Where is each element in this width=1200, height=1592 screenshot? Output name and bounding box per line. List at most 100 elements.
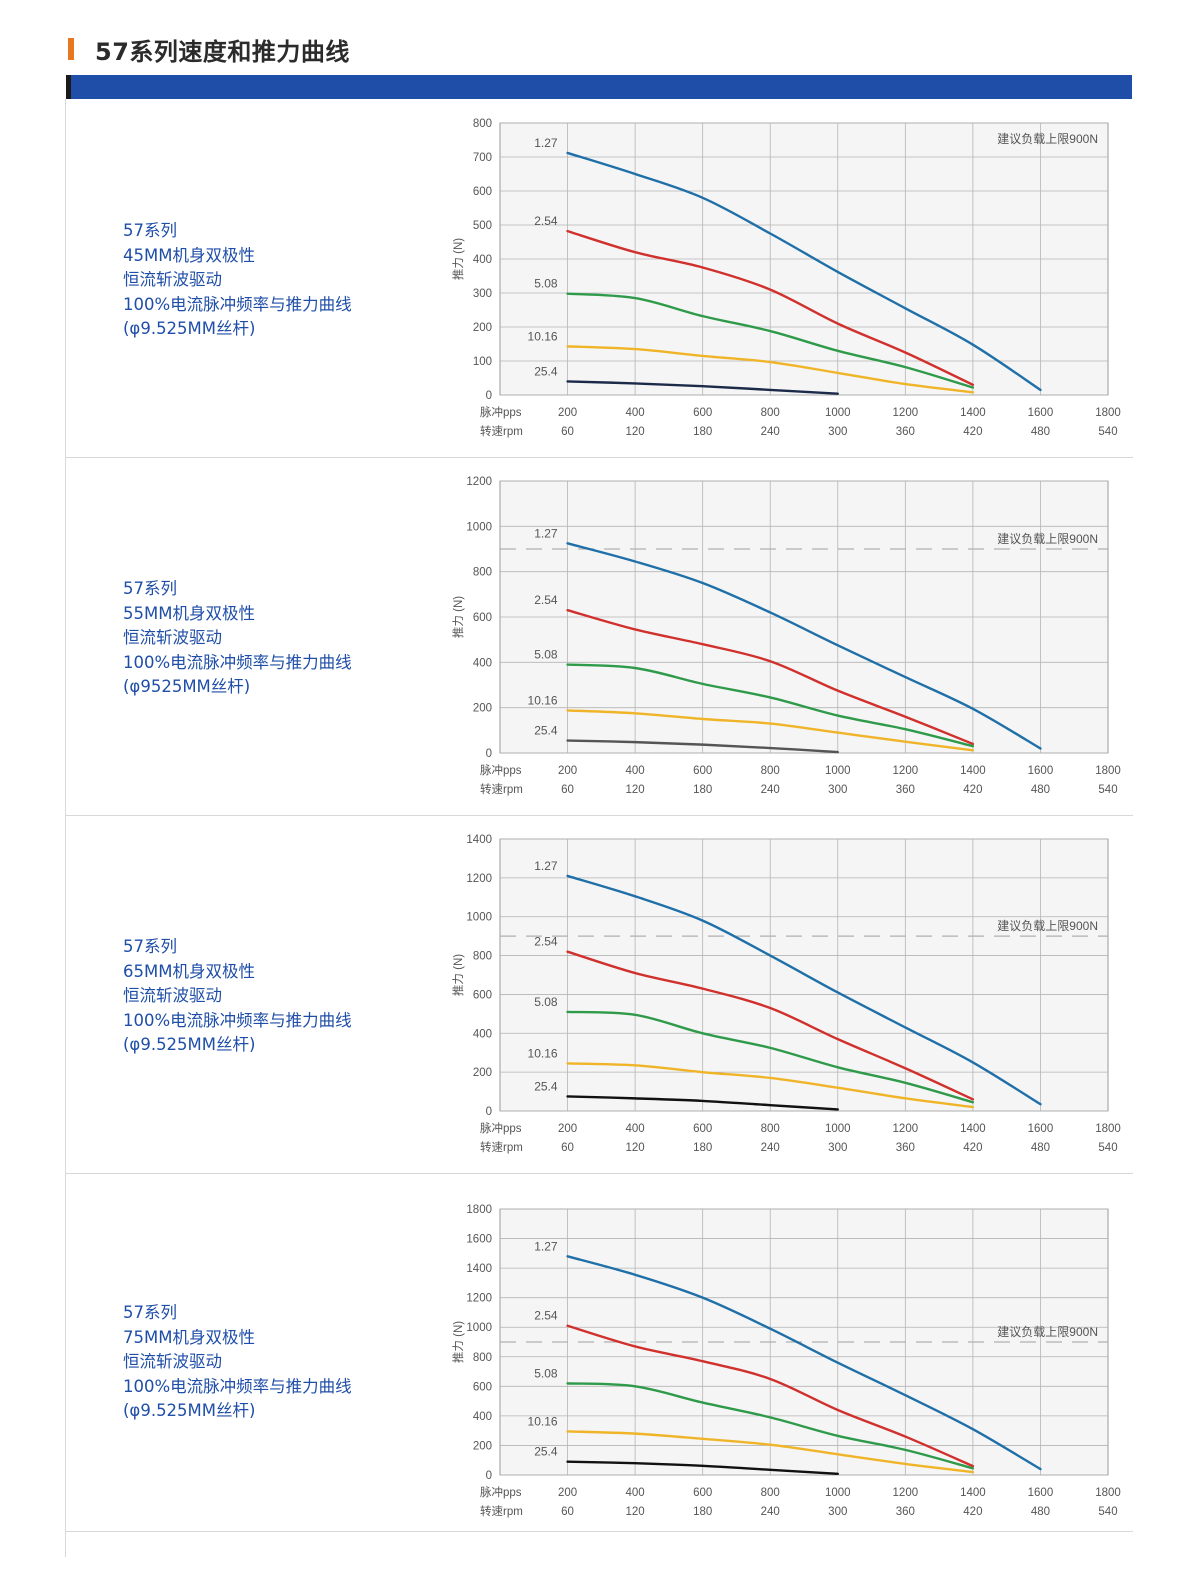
x-tick-label-pps: 1200 xyxy=(893,407,919,419)
x-tick-label-pps: 1400 xyxy=(960,407,986,419)
load-limit-annotation: 建议负载上限900N xyxy=(997,1325,1098,1339)
x-tick-label-pps: 800 xyxy=(761,407,780,419)
x-tick-label-rpm: 60 xyxy=(561,426,574,438)
y-tick-label: 800 xyxy=(473,951,492,963)
x-tick-label-pps: 1000 xyxy=(825,1487,851,1499)
panel-description: 57系列 75MM机身双极性 恒流斩波驱动 100%电流脉冲频率与推力曲线 (φ9.52… xyxy=(123,1301,352,1424)
x-tick-label-pps: 200 xyxy=(558,1487,577,1499)
x-tick-label-rpm: 120 xyxy=(626,1142,645,1154)
series-line-5-08 xyxy=(566,1010,975,1104)
series-label: 5.08 xyxy=(534,648,558,662)
x-tick-label-pps: 1200 xyxy=(893,765,919,777)
x-tick-label-rpm: 240 xyxy=(761,426,780,438)
thrust-curve-chart: 0 200 400 600 800 1000 1200 200 60 400 120 600 180 80… xyxy=(451,476,1121,796)
series-label: 2.54 xyxy=(534,593,558,607)
x-tick-label-pps: 400 xyxy=(626,407,645,419)
y-tick-label: 400 xyxy=(473,657,492,669)
description-line: 恒流斩波驱动 xyxy=(123,270,222,289)
x-axis-label-pulse: 脉冲pps xyxy=(480,405,522,419)
description-line: 恒流斩波驱动 xyxy=(123,1352,222,1371)
x-tick-label-rpm: 480 xyxy=(1031,1506,1050,1518)
y-tick-label: 800 xyxy=(473,1352,492,1364)
x-tick-label-pps: 400 xyxy=(626,1487,645,1499)
description-line: 55MM机身双极性 xyxy=(123,603,255,623)
series-label: 2.54 xyxy=(534,214,558,228)
series-label: 25.4 xyxy=(534,724,558,738)
x-tick-label-pps: 600 xyxy=(693,1487,712,1499)
series-label: 10.16 xyxy=(528,329,558,343)
series-label: 5.08 xyxy=(534,277,558,291)
x-tick-label-pps: 1600 xyxy=(1028,765,1054,777)
description-line: 100%电流脉冲频率与推力曲线 xyxy=(123,652,352,672)
y-axis-label: 推力 (N) xyxy=(451,596,465,638)
description-line: 57系列 xyxy=(123,937,177,956)
x-tick-label-pps: 800 xyxy=(761,765,780,777)
x-tick-label-pps: 400 xyxy=(626,765,645,777)
series-line-2-54 xyxy=(566,229,975,386)
x-tick-label-rpm: 540 xyxy=(1098,1506,1117,1518)
chart-panel-3: 57系列 65MM机身双极性 恒流斩波驱动 100%电流脉冲频率与推力曲线 (φ9.52… xyxy=(65,815,1133,1174)
series-label: 5.08 xyxy=(534,1366,558,1380)
description-line: (φ9.525MM丝杆) xyxy=(123,1035,256,1054)
x-tick-label-pps: 600 xyxy=(693,765,712,777)
x-tick-label-pps: 200 xyxy=(558,407,577,419)
x-tick-label-rpm: 300 xyxy=(828,784,847,796)
series-line-1-27 xyxy=(566,542,1042,750)
series-line-25-4 xyxy=(566,380,839,395)
series-line-10-16 xyxy=(566,1430,975,1474)
thrust-curve-chart: 0 200 400 600 800 1000 1200 1400 200 60 400 120 600 1… xyxy=(451,834,1121,1154)
x-tick-label-rpm: 420 xyxy=(963,426,982,438)
series-label: 1.27 xyxy=(534,526,558,540)
y-tick-label: 400 xyxy=(473,1411,492,1423)
x-tick-label-pps: 1600 xyxy=(1028,407,1054,419)
series-label: 1.27 xyxy=(534,859,558,873)
series-label: 25.4 xyxy=(534,1445,558,1459)
load-limit-annotation: 建议负载上限900N xyxy=(997,132,1098,146)
series-line-1-27 xyxy=(566,874,1042,1106)
series-line-2-54 xyxy=(566,1324,975,1468)
series-line-2-54 xyxy=(566,609,975,746)
x-tick-label-rpm: 540 xyxy=(1098,1142,1117,1154)
x-tick-label-rpm: 300 xyxy=(828,426,847,438)
x-tick-label-pps: 800 xyxy=(761,1487,780,1499)
description-line: 57系列 xyxy=(123,221,177,240)
x-tick-label-pps: 1800 xyxy=(1095,765,1121,777)
series-label: 25.4 xyxy=(534,1079,558,1093)
x-tick-label-rpm: 60 xyxy=(561,1142,574,1154)
x-tick-label-rpm: 120 xyxy=(626,1506,645,1518)
x-tick-label-pps: 1600 xyxy=(1028,1123,1054,1135)
y-tick-label: 800 xyxy=(473,118,492,130)
description-line: 100%电流脉冲频率与推力曲线 xyxy=(123,1376,352,1396)
description-line: (φ9525MM丝杆) xyxy=(123,677,251,696)
x-tick-label-rpm: 180 xyxy=(693,426,712,438)
series-label: 1.27 xyxy=(534,136,558,150)
x-axis-label-pulse: 脉冲pps xyxy=(480,1121,522,1135)
description-line: 57系列 xyxy=(123,1303,177,1322)
y-tick-label: 200 xyxy=(473,1067,492,1079)
y-tick-label: 100 xyxy=(473,356,492,368)
x-tick-label-rpm: 300 xyxy=(828,1142,847,1154)
y-tick-label: 500 xyxy=(473,220,492,232)
x-tick-label-pps: 1000 xyxy=(825,407,851,419)
description-line: 恒流斩波驱动 xyxy=(123,986,222,1005)
x-tick-label-rpm: 480 xyxy=(1031,426,1050,438)
header-band-edge xyxy=(66,75,71,99)
x-tick-label-rpm: 120 xyxy=(626,426,645,438)
header-band xyxy=(66,75,1132,99)
x-tick-label-rpm: 360 xyxy=(896,1142,915,1154)
y-tick-label: 1600 xyxy=(466,1234,492,1246)
chart-panel-1: 57系列 45MM机身双极性 恒流斩波驱动 100%电流脉冲频率与推力曲线 (φ9.52… xyxy=(65,99,1133,458)
x-axis-label-pulse: 脉冲pps xyxy=(480,1485,522,1499)
x-tick-label-pps: 200 xyxy=(558,1123,577,1135)
series-label: 2.54 xyxy=(534,1309,558,1323)
series-line-5-08 xyxy=(566,1382,975,1470)
y-tick-label: 600 xyxy=(473,612,492,624)
y-tick-label: 0 xyxy=(486,390,492,402)
x-tick-label-rpm: 180 xyxy=(693,1506,712,1518)
y-tick-label: 700 xyxy=(473,152,492,164)
series-label: 2.54 xyxy=(534,935,558,949)
x-tick-label-pps: 1000 xyxy=(825,765,851,777)
y-tick-label: 600 xyxy=(473,989,492,1001)
x-tick-label-pps: 1800 xyxy=(1095,1487,1121,1499)
x-tick-label-rpm: 240 xyxy=(761,1506,780,1518)
